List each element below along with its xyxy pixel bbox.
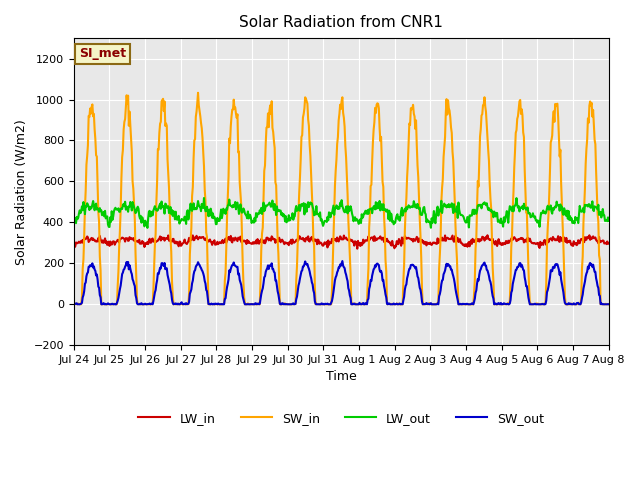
LW_out bbox=[134, 206, 142, 212]
LW_out bbox=[219, 211, 227, 217]
SW_out bbox=[339, 258, 346, 264]
SW_in bbox=[408, 107, 415, 112]
LW_in bbox=[134, 240, 142, 245]
Line: SW_in: SW_in bbox=[74, 93, 609, 304]
X-axis label: Time: Time bbox=[326, 371, 356, 384]
LW_in bbox=[79, 240, 87, 246]
LW_in bbox=[605, 241, 612, 247]
LW_in bbox=[407, 236, 415, 242]
LW_in bbox=[422, 242, 430, 248]
LW_out bbox=[143, 225, 151, 231]
Line: LW_out: LW_out bbox=[74, 198, 609, 228]
SW_out bbox=[605, 301, 612, 307]
LW_in bbox=[217, 240, 225, 246]
LW_in bbox=[70, 241, 77, 247]
LW_out bbox=[424, 216, 431, 222]
SW_out bbox=[70, 301, 77, 307]
SW_out bbox=[134, 301, 142, 307]
SW_out bbox=[79, 292, 87, 298]
LW_out bbox=[200, 195, 208, 201]
SW_out bbox=[189, 277, 196, 283]
LW_out bbox=[605, 218, 612, 224]
SW_out bbox=[217, 301, 225, 307]
LW_in bbox=[484, 232, 492, 238]
LW_out bbox=[189, 201, 197, 206]
Legend: LW_in, SW_in, LW_out, SW_out: LW_in, SW_in, LW_out, SW_out bbox=[133, 407, 549, 430]
SW_in bbox=[81, 233, 88, 239]
LW_in bbox=[353, 246, 361, 252]
LW_out bbox=[408, 204, 415, 209]
SW_in bbox=[70, 301, 78, 307]
LW_out bbox=[79, 199, 87, 205]
SW_out bbox=[407, 262, 415, 268]
Line: SW_out: SW_out bbox=[74, 261, 609, 304]
LW_out bbox=[70, 217, 77, 223]
Text: SI_met: SI_met bbox=[79, 48, 126, 60]
SW_in bbox=[605, 301, 612, 307]
SW_in bbox=[70, 301, 77, 307]
SW_in bbox=[189, 156, 197, 161]
Y-axis label: Solar Radiation (W/m2): Solar Radiation (W/m2) bbox=[15, 119, 28, 264]
SW_in bbox=[219, 301, 227, 307]
SW_in bbox=[194, 90, 202, 96]
SW_out bbox=[422, 300, 430, 306]
SW_in bbox=[424, 301, 431, 307]
Title: Solar Radiation from CNR1: Solar Radiation from CNR1 bbox=[239, 15, 444, 30]
LW_in bbox=[189, 232, 196, 238]
Line: LW_in: LW_in bbox=[74, 235, 609, 249]
SW_in bbox=[136, 301, 143, 307]
